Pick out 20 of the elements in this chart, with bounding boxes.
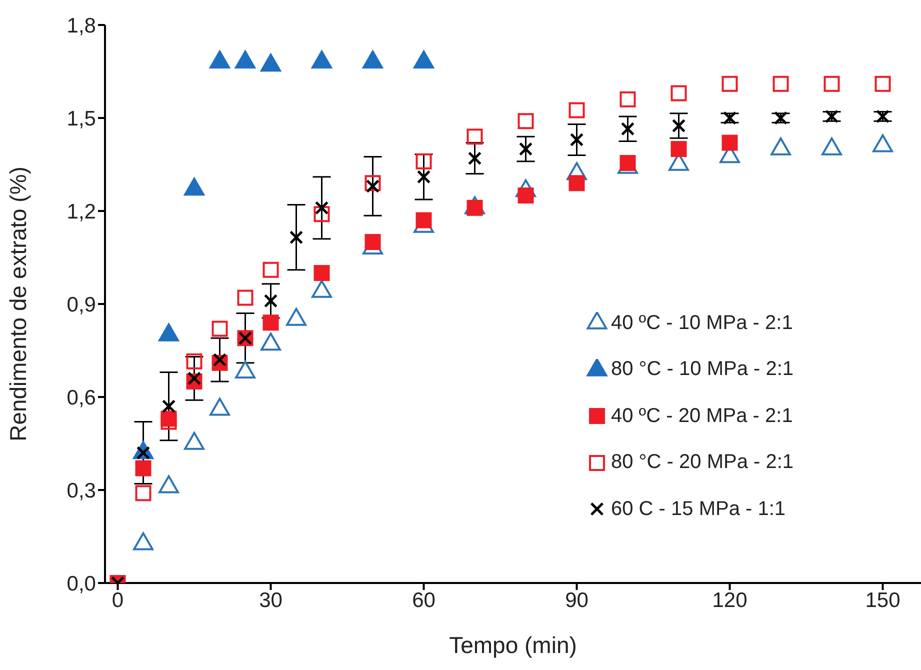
y-tick-label: 0,0 — [66, 572, 96, 596]
legend-label: 80 °C - 10 MPa - 2:1 — [611, 358, 794, 382]
x-tick-label: 120 — [712, 588, 748, 612]
x-tick-label: 90 — [565, 588, 588, 612]
x-tick-label: 0 — [112, 588, 124, 612]
x-tick-label: 60 — [412, 588, 436, 612]
y-tick-label: 0,9 — [66, 293, 96, 316]
y-tick-label: 0,6 — [66, 386, 96, 410]
legend-label: 40 ºC - 10 MPa - 2:1 — [611, 312, 793, 335]
legend-label: 80 °C - 20 MPa - 2:1 — [611, 451, 794, 474]
legend-label: 40 ºC - 20 MPa - 2:1 — [611, 404, 793, 428]
y-tick-label: 1,5 — [66, 107, 96, 130]
x-tick-label: 30 — [259, 588, 282, 612]
x-tick-label: 150 — [865, 588, 900, 612]
x-axis-title: Tempo (min) — [449, 632, 577, 658]
y-tick-label: 1,2 — [66, 200, 96, 224]
y-tick-label: 1,8 — [66, 14, 96, 38]
legend-label: 60 C - 15 MPa - 1:1 — [611, 498, 786, 521]
y-tick-label: 0,3 — [66, 479, 96, 502]
y-axis-title: Rendimento de extrato (%) — [5, 166, 32, 442]
